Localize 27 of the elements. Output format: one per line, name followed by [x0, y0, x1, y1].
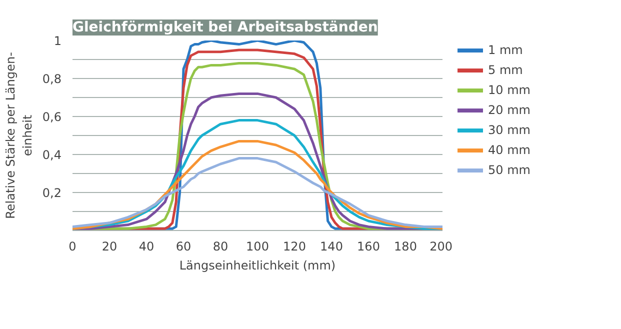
legend-label: 40 mm [488, 143, 530, 157]
x-tick-label: 140 [320, 240, 343, 254]
chart-title: Gleichförmigkeit bei Arbeitsabständen [72, 20, 378, 36]
legend-label: 1 mm [488, 43, 523, 57]
legend-label: 30 mm [488, 123, 530, 137]
y-tick-label: 1 [54, 34, 62, 48]
x-tick-label: 180 [394, 240, 417, 254]
line-series [72, 157, 442, 228]
x-tick-label: 160 [357, 240, 380, 254]
x-tick-label: 0 [68, 240, 76, 254]
x-tick-label: 60 [176, 240, 192, 254]
x-axis-title: Längseinheitlichkeit (mm) [179, 258, 336, 272]
x-tick-label: 200 [430, 240, 452, 254]
y-tick-label: 0,4 [42, 148, 62, 162]
legend-label: 50 mm [488, 163, 530, 177]
y-tick-label: 0,2 [42, 186, 62, 200]
x-tick-label: 80 [212, 240, 228, 254]
legend-label: 10 mm [488, 83, 530, 97]
x-tick-label: 40 [138, 240, 154, 254]
y-axis-title: Relative Stärke per Längen- einheit [4, 52, 34, 219]
y-tick-label: 0,8 [42, 72, 62, 86]
x-tick-label: 100 [246, 240, 269, 254]
x-tick-label: 120 [283, 240, 306, 254]
y-tick-label: 0,6 [42, 110, 62, 124]
legend-label: 20 mm [488, 103, 530, 117]
legend-label: 5 mm [488, 63, 523, 77]
x-tick-label: 20 [102, 240, 118, 254]
